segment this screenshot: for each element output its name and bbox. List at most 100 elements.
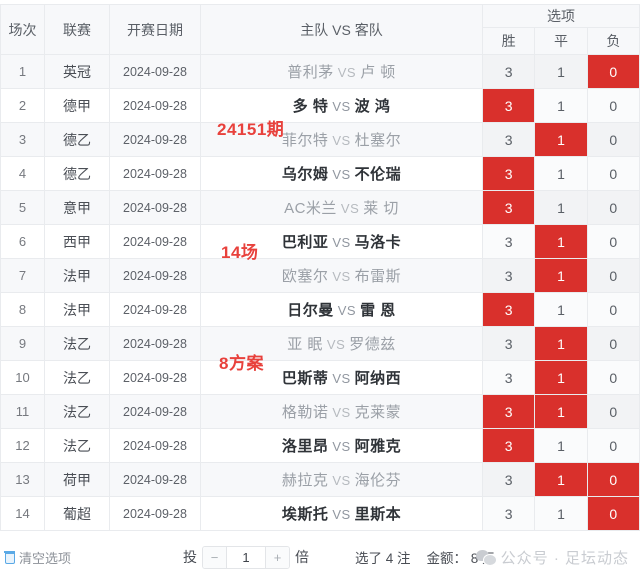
option-cell-win[interactable]: 3 [481,394,536,429]
vs-label: VS [332,507,351,522]
option-cell-lose[interactable]: 0 [586,224,640,259]
away-team: 布雷斯 [354,268,402,285]
decrement-button[interactable]: − [203,546,227,568]
away-team: 海伦芬 [354,472,402,489]
quantity-stepper[interactable]: − 1 + [202,545,291,569]
increment-button[interactable]: + [266,546,290,568]
option-cell-lose[interactable]: 0 [586,122,640,157]
option-cell-win[interactable]: 3 [481,224,536,259]
option-cell-win[interactable]: 3 [481,156,536,191]
home-team: 巴利亚 [281,234,329,251]
option-cell-draw[interactable]: 1 [534,428,588,463]
option-cell-lose[interactable]: 0 [586,360,640,395]
option-cell-win[interactable]: 3 [481,496,536,531]
option-cell-win[interactable]: 3 [481,462,536,497]
option-cell-win[interactable]: 3 [481,428,536,463]
header-match-no: 场次 [0,4,45,55]
clear-options-button[interactable]: 清空选项 [4,548,71,567]
option-cell-win[interactable]: 3 [481,258,536,293]
option-cell-lose[interactable]: 0 [586,292,640,327]
home-team: 乌尔姆 [281,166,329,183]
option-cell-lose[interactable]: 0 [586,394,640,429]
cell-match-no: 9 [0,326,45,361]
cell-start-date: 2024-09-28 [109,156,201,191]
vs-label: VS [332,371,351,386]
table-row: 12 法乙 2024-09-28 洛里昂 VS 阿雅克 3 1 0 [0,428,640,463]
option-cell-draw[interactable]: 1 [534,462,588,497]
table-row: 6 西甲 2024-09-28 巴利亚 VS 马洛卡 3 1 0 [0,224,640,259]
cell-start-date: 2024-09-28 [109,54,201,89]
vs-label: VS [332,473,351,488]
multiplier-input[interactable]: 1 [226,546,267,568]
match-selection-table: 场次 联赛 开赛日期 主队 VS 客队 选项 胜 平 负 1 英冠 2024-09-… [0,4,640,531]
away-team: 阿雅克 [354,438,402,455]
option-cell-draw[interactable]: 1 [534,122,588,157]
cell-match-no: 6 [0,224,45,259]
home-team: 日尔曼 [287,302,334,319]
option-cell-lose[interactable]: 0 [586,88,640,123]
option-cell-draw[interactable]: 1 [534,190,588,225]
bet-suffix-label: 倍 [295,549,310,565]
cell-match-no: 13 [0,462,45,497]
option-cell-draw[interactable]: 1 [534,394,588,429]
away-team: 波 鸿 [354,98,391,115]
option-cell-lose[interactable]: 0 [586,462,640,497]
cell-league: 法甲 [44,292,110,327]
header-option-lose: 负 [586,27,640,55]
option-cell-lose[interactable]: 0 [586,496,640,531]
selection-count-text: 选了 4 注 [355,551,411,566]
watermark-label: 公众号 · 足坛动态 [500,550,629,567]
cell-league: 德乙 [44,156,110,191]
cell-league: 德乙 [44,122,110,157]
home-team: 赫拉克 [281,472,329,489]
cell-match-no: 3 [0,122,45,157]
cell-match-no: 12 [0,428,45,463]
cell-match-no: 4 [0,156,45,191]
vs-label: VS [332,405,351,420]
away-team: 阿纳西 [354,370,402,387]
cell-match-no: 7 [0,258,45,293]
option-cell-lose[interactable]: 0 [586,326,640,361]
vs-label: VS [337,65,357,80]
cell-league: 西甲 [44,224,110,259]
option-cell-draw[interactable]: 1 [534,224,588,259]
option-cell-win[interactable]: 3 [481,88,536,123]
option-cell-win[interactable]: 3 [481,292,536,327]
option-cell-win[interactable]: 3 [481,190,536,225]
cell-match-no: 11 [0,394,45,429]
option-cell-win[interactable]: 3 [481,326,536,361]
cell-start-date: 2024-09-28 [109,496,201,531]
option-cell-draw[interactable]: 1 [534,156,588,191]
cell-start-date: 2024-09-28 [109,326,201,361]
cell-matchup: 日尔曼 VS 雷 恩 [200,292,483,327]
option-cell-win[interactable]: 3 [481,122,536,157]
home-team: 普利茅 [287,64,334,81]
option-cell-win[interactable]: 3 [481,54,536,89]
home-team: 多 特 [292,98,329,115]
option-cell-lose[interactable]: 0 [586,156,640,191]
cell-start-date: 2024-09-28 [109,122,201,157]
watermark: 公众号 · 足坛动态 [475,547,629,568]
header-home-vs-away: 主队 VS 客队 [200,4,483,55]
home-team: 巴斯蒂 [281,370,329,387]
option-cell-win[interactable]: 3 [481,360,536,395]
cell-matchup: AC米兰 VS 莱 切 [200,190,483,225]
vs-label: VS [332,439,351,454]
option-cell-lose[interactable]: 0 [586,258,640,293]
option-cell-draw[interactable]: 1 [534,258,588,293]
wechat-icon [475,550,497,566]
option-cell-draw[interactable]: 1 [534,326,588,361]
vs-label: VS [340,201,360,216]
option-cell-draw[interactable]: 1 [534,54,588,89]
cell-match-no: 2 [0,88,45,123]
option-cell-lose[interactable]: 0 [586,190,640,225]
option-cell-draw[interactable]: 1 [534,496,588,531]
cell-league: 英冠 [44,54,110,89]
option-cell-draw[interactable]: 1 [534,292,588,327]
option-cell-draw[interactable]: 1 [534,360,588,395]
option-cell-draw[interactable]: 1 [534,88,588,123]
vs-label: VS [332,167,351,182]
option-cell-lose[interactable]: 0 [586,428,640,463]
option-cell-lose[interactable]: 0 [586,54,640,89]
